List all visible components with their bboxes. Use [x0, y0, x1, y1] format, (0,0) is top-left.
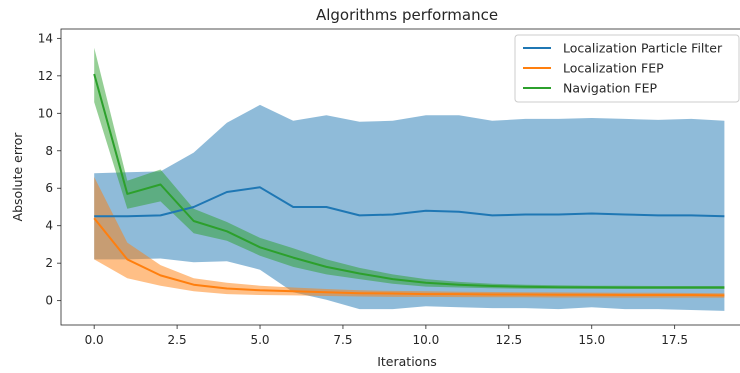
y-tick-label: 8 — [45, 144, 53, 158]
legend-label-localization-particle-filter: Localization Particle Filter — [563, 41, 723, 56]
line-localization-fep — [93, 217, 725, 297]
line-navigation-fep — [93, 73, 725, 289]
y-tick-label: 2 — [45, 256, 53, 270]
x-tick-label: 5.0 — [250, 333, 269, 347]
legend: Localization Particle Filter Localization… — [514, 34, 740, 103]
y-tick-label: 6 — [45, 181, 53, 195]
y-tick-label: 0 — [45, 294, 53, 308]
y-tick-label: 4 — [45, 219, 53, 233]
x-tick-label: 15.0 — [578, 333, 605, 347]
plot-layers — [93, 47, 725, 311]
legend-label-localization-fep: Localization FEP — [563, 61, 664, 76]
x-tick-label: 0.0 — [85, 333, 104, 347]
plot-frame — [60, 28, 740, 326]
x-tick-label: 7.5 — [333, 333, 352, 347]
y-tick-label: 12 — [38, 69, 53, 83]
legend-label-navigation-fep: Navigation FEP — [563, 81, 657, 96]
y-tick-label: 14 — [38, 31, 53, 45]
y-axis-label: Absolute error — [10, 132, 25, 222]
band-localization-particle-filter — [94, 104, 725, 311]
chart-title: Algorithms performance — [316, 6, 498, 24]
x-tick-label: 12.5 — [495, 333, 522, 347]
y-axis: 0 2 4 6 8 10 12 14 — [38, 31, 61, 308]
legend-box — [514, 34, 740, 103]
x-tick-label: 10.0 — [413, 333, 440, 347]
x-tick-label: 17.5 — [661, 333, 688, 347]
x-axis-label: Iterations — [377, 354, 437, 369]
x-axis: 0.0 2.5 5.0 7.5 10.0 12.5 15.0 17.5 — [85, 325, 688, 347]
line-localization-particle-filter — [94, 186, 725, 218]
plot-area — [93, 47, 725, 311]
y-tick-label: 10 — [38, 106, 53, 120]
x-tick-label: 2.5 — [168, 333, 187, 347]
